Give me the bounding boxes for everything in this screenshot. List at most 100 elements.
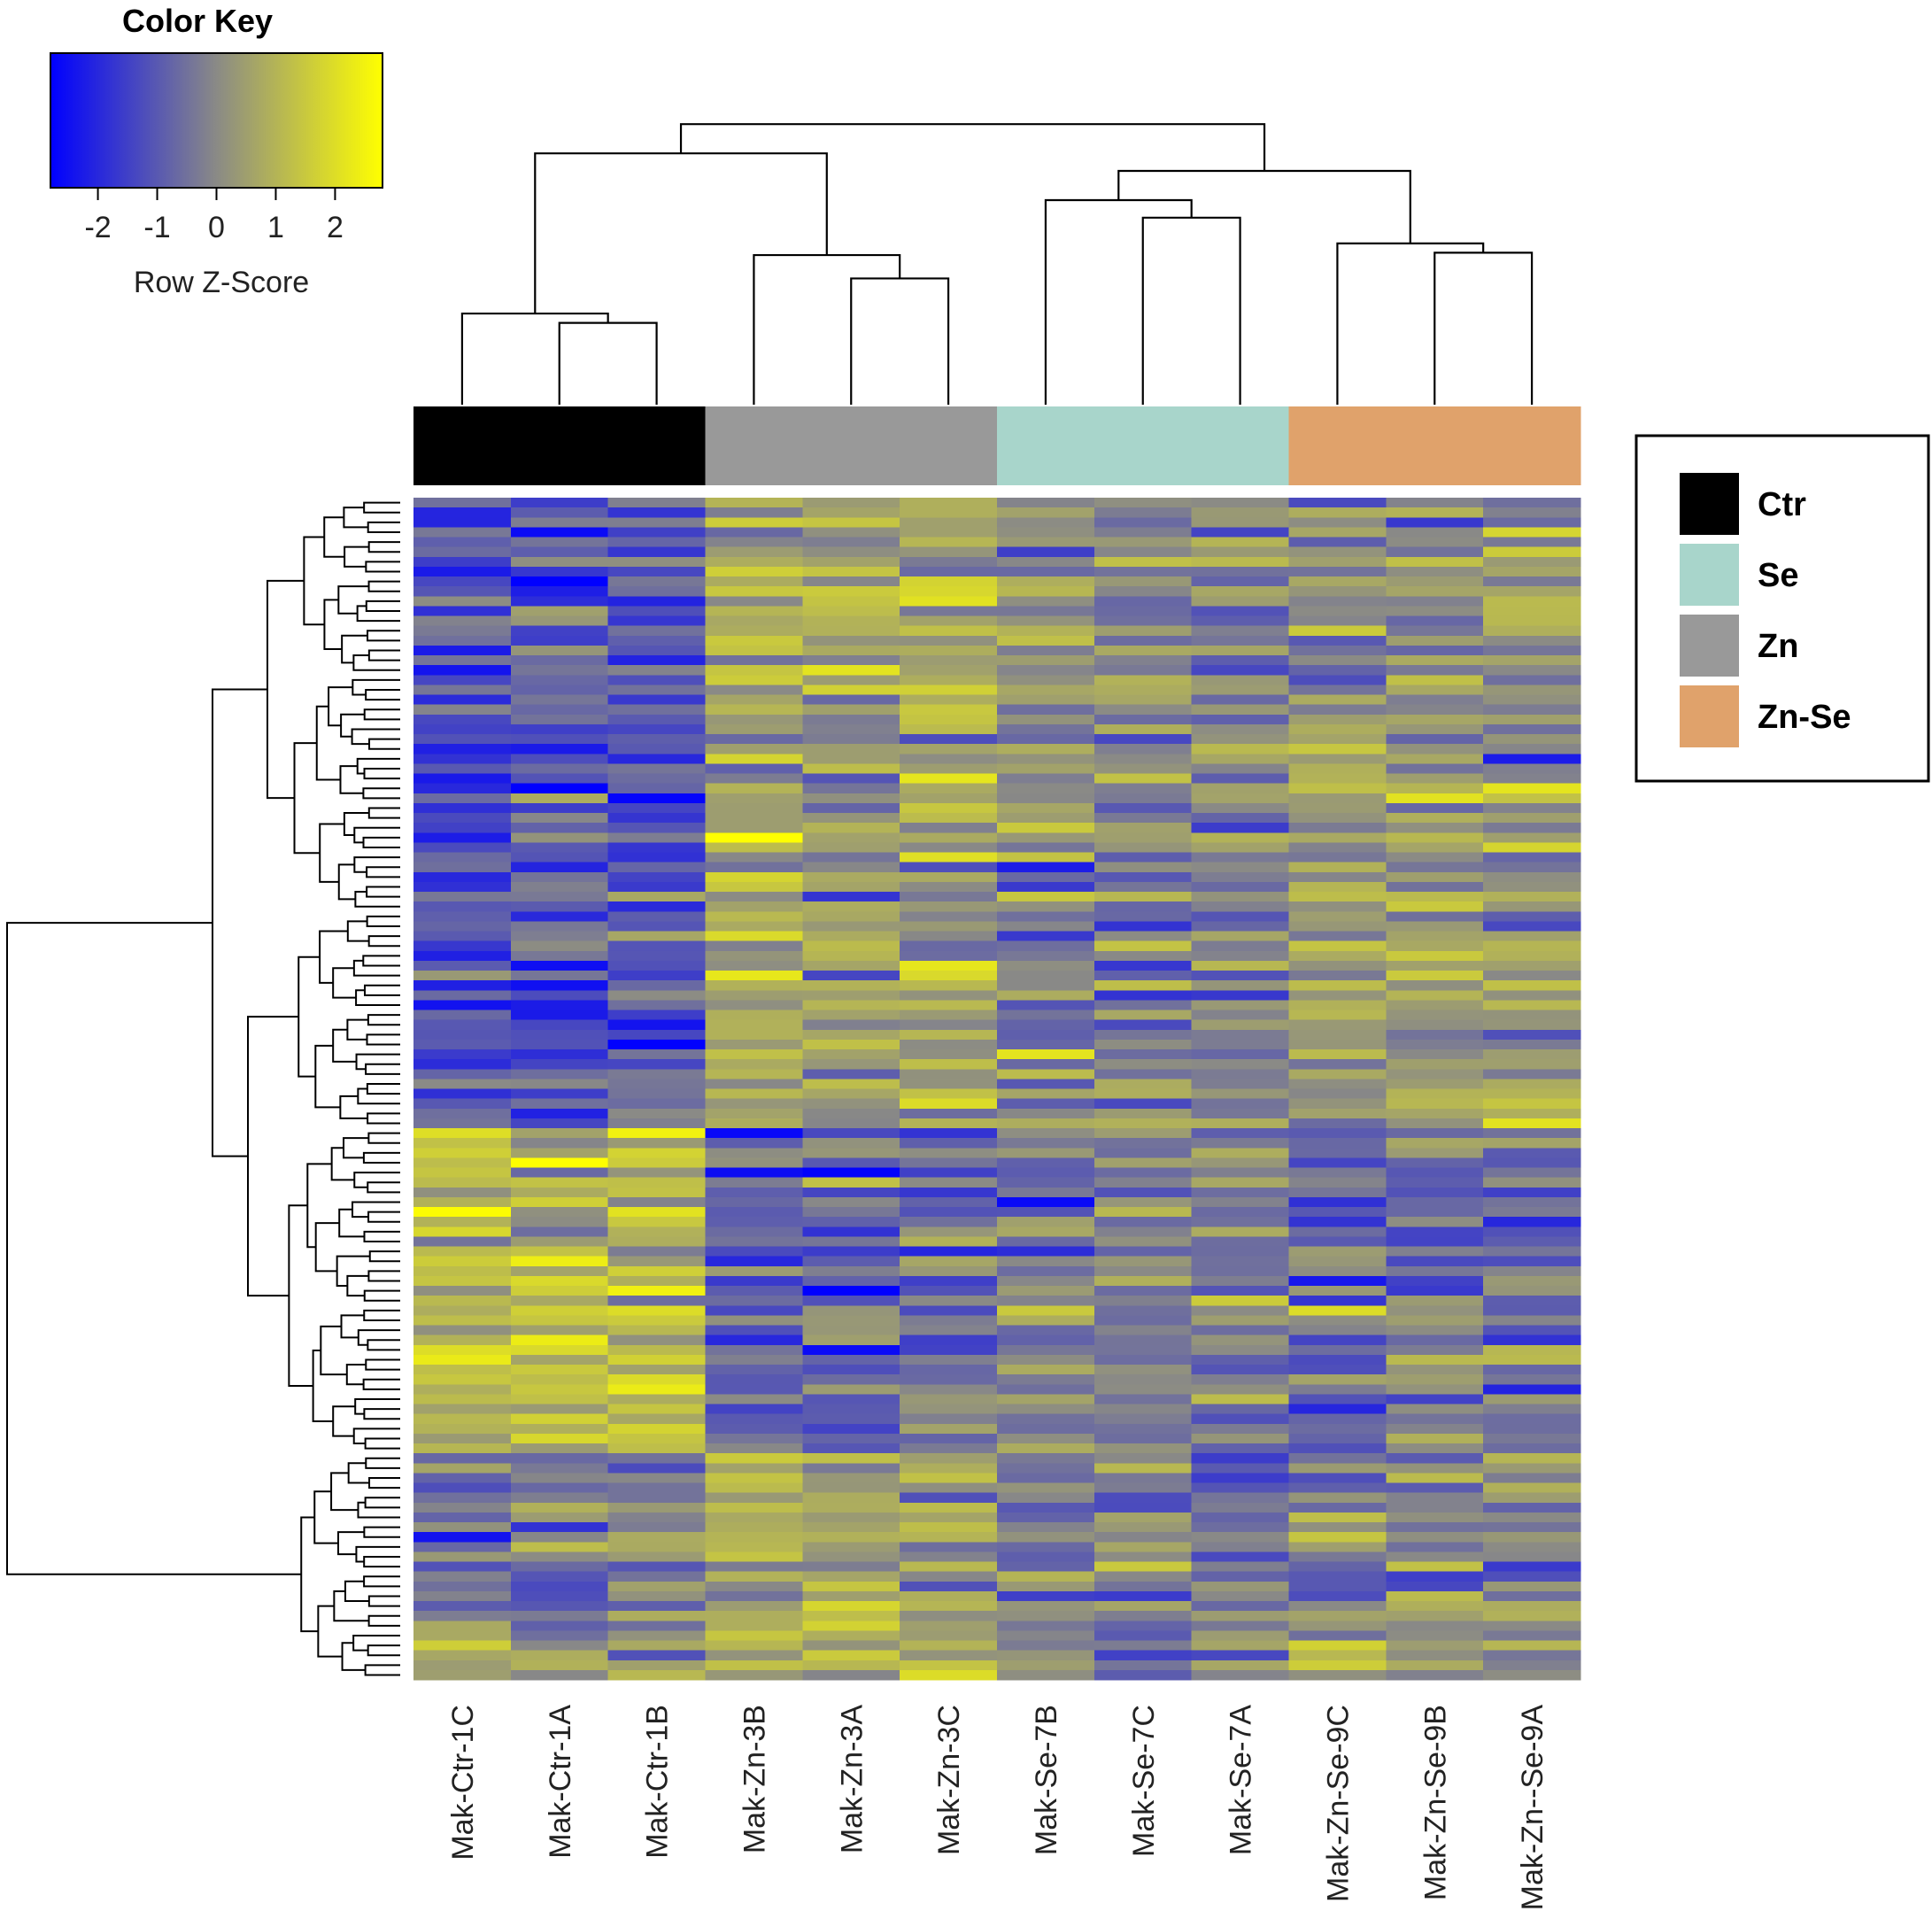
heatmap-cell [413, 1000, 512, 1011]
heatmap-cell [900, 645, 998, 656]
heatmap-cell [1191, 1551, 1290, 1563]
row-dendro-branch [332, 967, 357, 999]
heatmap-cell [1386, 1492, 1484, 1504]
heatmap-cell [510, 655, 609, 666]
row-dendro-branch [362, 836, 400, 848]
heatmap-cell [900, 1296, 998, 1306]
heatmap-cell [1094, 1522, 1193, 1533]
legend-swatch [1680, 615, 1739, 677]
heatmap-cell [1191, 1394, 1290, 1405]
heatmap-cell [1288, 1275, 1387, 1287]
heatmap-cell [1191, 1196, 1290, 1208]
heatmap-cell [1483, 537, 1581, 548]
heatmap-cell [607, 507, 707, 518]
heatmap-cell [1094, 1621, 1193, 1631]
heatmap-cell [1288, 1256, 1387, 1267]
column-label: Mak-Se-7A [1225, 1705, 1258, 1855]
heatmap-cell [802, 1522, 900, 1533]
heatmap-cell [802, 1384, 900, 1395]
heatmap-cell [997, 813, 1095, 824]
row-dendro-branch [356, 605, 400, 623]
heatmap-cell [1483, 1453, 1581, 1464]
heatmap-cell [1288, 1571, 1387, 1582]
heatmap-cell [1288, 566, 1387, 577]
heatmap-cell [900, 1571, 998, 1582]
heatmap-cell [1191, 1463, 1290, 1474]
heatmap-cell [1288, 1374, 1387, 1385]
row-dendro-branch [363, 767, 400, 780]
heatmap-cell [1094, 1561, 1193, 1573]
row-dendro-branch [367, 1181, 400, 1194]
row-dendro-branch [367, 541, 400, 553]
heatmap-cell [1191, 576, 1290, 587]
heatmap-cell [510, 1039, 609, 1050]
heatmap-cell [705, 1660, 803, 1671]
heatmap-cell [705, 852, 803, 863]
heatmap-cell [607, 911, 707, 922]
heatmap-cell [510, 665, 609, 676]
heatmap-cell [900, 773, 998, 785]
heatmap-cell [1483, 1217, 1581, 1227]
heatmap-cell [510, 763, 609, 775]
heatmap-cell [705, 1296, 803, 1306]
heatmap-cell [997, 754, 1095, 764]
heatmap-cell [705, 990, 803, 1001]
heatmap-cell [1288, 1630, 1387, 1642]
heatmap-cell [802, 1551, 900, 1563]
heatmap-cell [1288, 1354, 1387, 1366]
heatmap-cell [510, 1019, 609, 1031]
heatmap-cell [1483, 960, 1581, 971]
column-group-bar [413, 406, 1581, 485]
heatmap-cell [1191, 990, 1290, 1001]
heatmap-cell [1191, 842, 1290, 854]
heatmap-cell [802, 1256, 900, 1267]
heatmap-cell [1386, 1532, 1484, 1543]
heatmap-cell [997, 1059, 1095, 1070]
heatmap-cell [997, 1177, 1095, 1188]
heatmap-cell [413, 1177, 512, 1188]
heatmap-cell [510, 1542, 609, 1552]
heatmap-cell [1386, 665, 1484, 676]
heatmap-cell [802, 1621, 900, 1631]
heatmap-cell [802, 1196, 900, 1208]
heatmap-cell [413, 498, 512, 508]
heatmap-cell [510, 586, 609, 597]
heatmap-cell [1094, 1590, 1193, 1602]
heatmap-cell [997, 1039, 1095, 1050]
heatmap-cell [705, 1275, 803, 1287]
heatmap-cell [607, 1443, 707, 1454]
heatmap-cell [900, 802, 998, 814]
heatmap-cell [413, 1246, 512, 1257]
heatmap-cell [413, 852, 512, 863]
heatmap-cell [1483, 911, 1581, 922]
heatmap-cell [900, 1374, 998, 1385]
heatmap-cell [802, 675, 900, 685]
heatmap-cell [607, 1157, 707, 1169]
heatmap-cell [1191, 950, 1290, 962]
heatmap-cell [1191, 1138, 1290, 1149]
heatmap-cell [705, 1019, 803, 1031]
heatmap-cell [1288, 1138, 1387, 1149]
group-bar-cell [802, 406, 900, 485]
heatmap-cell [1094, 694, 1193, 706]
heatmap-cell [1191, 901, 1290, 912]
row-dendro-branch [365, 688, 400, 701]
heatmap-cell [802, 793, 900, 804]
row-dendro-branch [366, 1082, 400, 1095]
heatmap-cell [1191, 665, 1290, 676]
heatmap-cell [413, 950, 512, 962]
heatmap-cell [413, 832, 512, 843]
heatmap-cell [1483, 1463, 1581, 1474]
heatmap-cell [510, 773, 609, 785]
heatmap-cell [1483, 852, 1581, 863]
heatmap-cell [705, 1088, 803, 1100]
heatmap-cell [705, 645, 803, 656]
heatmap-cell [1483, 1098, 1581, 1110]
heatmap-cell [413, 1010, 512, 1021]
heatmap-cell [900, 1167, 998, 1179]
heatmap-cell [1483, 1187, 1581, 1198]
heatmap-cell [705, 763, 803, 775]
heatmap-cell [1094, 704, 1193, 716]
legend-label: Zn [1758, 628, 1798, 665]
heatmap-cell [802, 1118, 900, 1129]
